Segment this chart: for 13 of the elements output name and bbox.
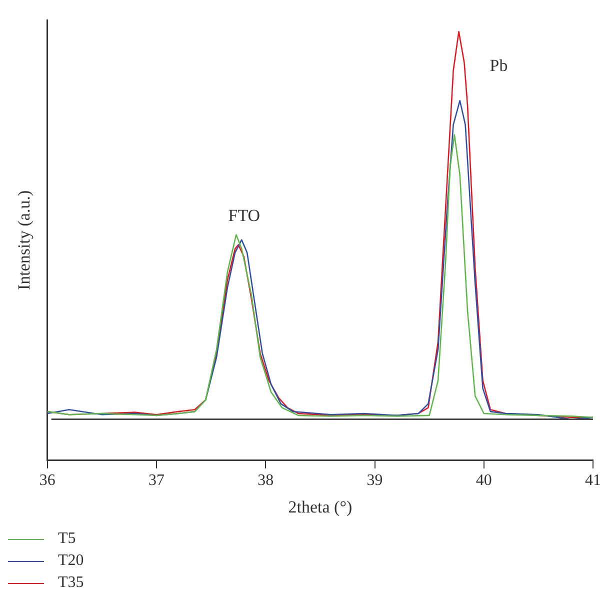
legend-label: T5 — [58, 530, 76, 548]
legend-label: T35 — [58, 574, 84, 592]
x-tick-label: 40 — [476, 472, 492, 490]
x-tick-label: 41 — [585, 472, 601, 490]
x-tick-label: 37 — [148, 472, 165, 490]
x-tick-label: 36 — [39, 472, 56, 490]
x-tick-label: 39 — [366, 472, 383, 490]
annotation: FTO — [228, 206, 260, 226]
x-axis-title: 2theta (°) — [288, 497, 352, 516]
y-axis-title: Intensity (a.u.) — [14, 190, 34, 290]
legend-label: T20 — [58, 552, 84, 570]
x-tick-label: 38 — [258, 472, 274, 490]
annotation: Pb — [490, 56, 508, 76]
